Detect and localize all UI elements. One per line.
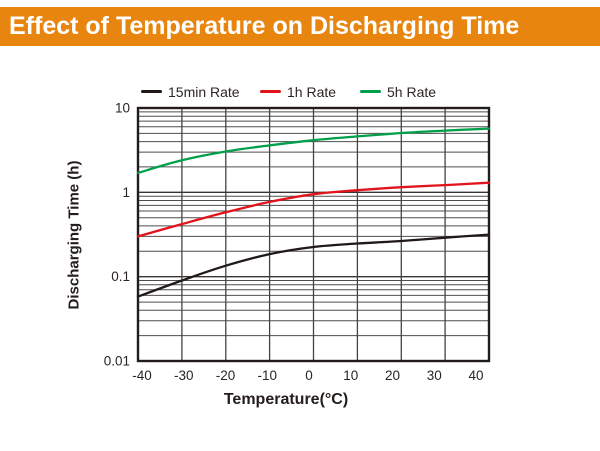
legend-item-1h-rate: 1h Rate: [260, 84, 336, 99]
page-title: Effect of Temperature on Discharging Tim…: [9, 12, 520, 40]
curve-5h-rate: [136, 127, 491, 175]
x-tick-label: 40: [468, 368, 483, 383]
legend-label-5h-rate: 5h Rate: [387, 83, 437, 100]
y-tick-label: 0.1: [111, 269, 130, 284]
curve-1h-rate: [136, 181, 491, 238]
legend-item-5h-rate: 5h Rate: [360, 84, 436, 99]
x-tick-label: -10: [258, 368, 278, 383]
x-axis-title: Temperature(°C): [223, 391, 349, 408]
x-tick-label: -30: [174, 368, 194, 383]
curve-15min-rate: [136, 233, 491, 298]
legend-label-15min-rate: 15min Rate: [168, 83, 240, 100]
y-tick-label: 10: [115, 101, 130, 116]
x-tick-label: 30: [427, 368, 442, 383]
x-tick-label: -40: [132, 368, 152, 383]
x-tick-label: -20: [216, 368, 236, 383]
x-tick-label: 20: [385, 368, 400, 383]
legend-swatch-5h-rate: [360, 90, 381, 93]
legend-swatch-1h-rate: [260, 90, 281, 93]
y-tick-label: 1: [122, 185, 130, 200]
legend-label-1h-rate: 1h Rate: [287, 83, 337, 100]
x-tick-label: 10: [343, 368, 358, 383]
y-tick-label: 0.01: [104, 354, 130, 369]
title-banner: Effect of Temperature on Discharging Tim…: [0, 7, 600, 46]
legend-swatch-15min-rate: [141, 90, 162, 93]
x-tick-label: 0: [305, 368, 313, 383]
legend-item-15min-rate: 15min Rate: [141, 84, 240, 99]
